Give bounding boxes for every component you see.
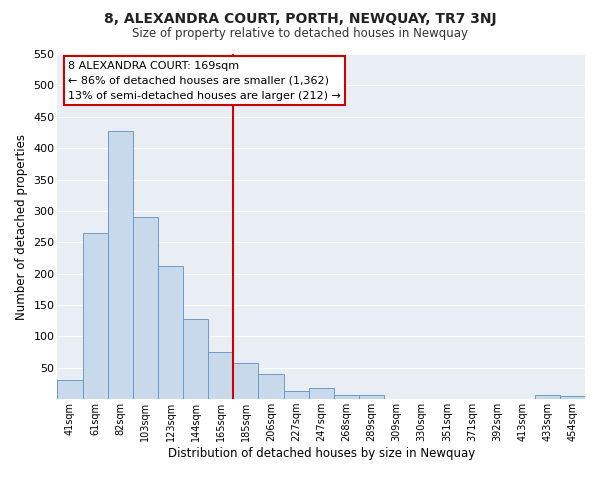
Bar xyxy=(308,388,334,399)
Y-axis label: Number of detached properties: Number of detached properties xyxy=(15,134,28,320)
Bar xyxy=(560,396,585,399)
Text: Size of property relative to detached houses in Newquay: Size of property relative to detached ho… xyxy=(132,28,468,40)
Bar xyxy=(133,216,158,399)
Bar xyxy=(108,130,133,399)
Bar xyxy=(233,363,259,399)
Bar xyxy=(284,391,308,399)
Bar xyxy=(58,380,83,399)
Bar xyxy=(208,352,233,399)
Text: 8 ALEXANDRA COURT: 169sqm
← 86% of detached houses are smaller (1,362)
13% of se: 8 ALEXANDRA COURT: 169sqm ← 86% of detac… xyxy=(68,61,341,100)
Bar xyxy=(183,319,208,399)
Text: 8, ALEXANDRA COURT, PORTH, NEWQUAY, TR7 3NJ: 8, ALEXANDRA COURT, PORTH, NEWQUAY, TR7 … xyxy=(104,12,496,26)
Bar xyxy=(83,233,108,399)
Bar xyxy=(359,395,384,399)
X-axis label: Distribution of detached houses by size in Newquay: Distribution of detached houses by size … xyxy=(167,447,475,460)
Bar xyxy=(334,396,359,399)
Bar xyxy=(259,374,284,399)
Bar xyxy=(535,396,560,399)
Bar xyxy=(158,266,183,399)
